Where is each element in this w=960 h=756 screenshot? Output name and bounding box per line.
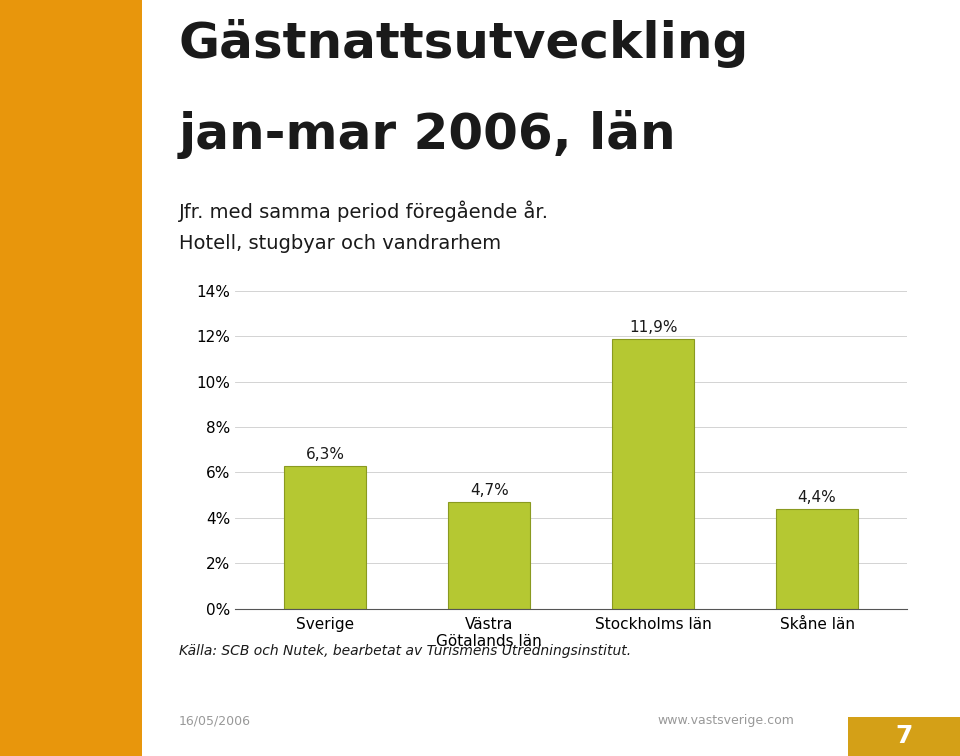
Text: 4,7%: 4,7% [469, 483, 509, 498]
Text: 11,9%: 11,9% [629, 320, 678, 335]
Text: jan-mar 2006, län: jan-mar 2006, län [179, 110, 677, 159]
Text: www.vastsverige.com: www.vastsverige.com [658, 714, 794, 727]
Text: Källa: SCB och Nutek, bearbetat av Turismens Utredningsinstitut.: Källa: SCB och Nutek, bearbetat av Turis… [179, 644, 631, 658]
Text: Hotell, stugbyar och vandrarhem: Hotell, stugbyar och vandrarhem [179, 234, 501, 253]
Bar [448, 502, 530, 609]
Text: Jfr. med samma period föregående år.: Jfr. med samma period föregående år. [179, 200, 549, 222]
Bar [284, 466, 367, 609]
Text: 16/05/2006: 16/05/2006 [179, 714, 251, 727]
Text: 7: 7 [895, 724, 913, 748]
Bar [612, 339, 694, 609]
Text: 4,4%: 4,4% [798, 490, 836, 505]
Text: Gästnattsutveckling: Gästnattsutveckling [179, 19, 749, 68]
Text: 6,3%: 6,3% [306, 447, 345, 462]
Bar [776, 509, 858, 609]
